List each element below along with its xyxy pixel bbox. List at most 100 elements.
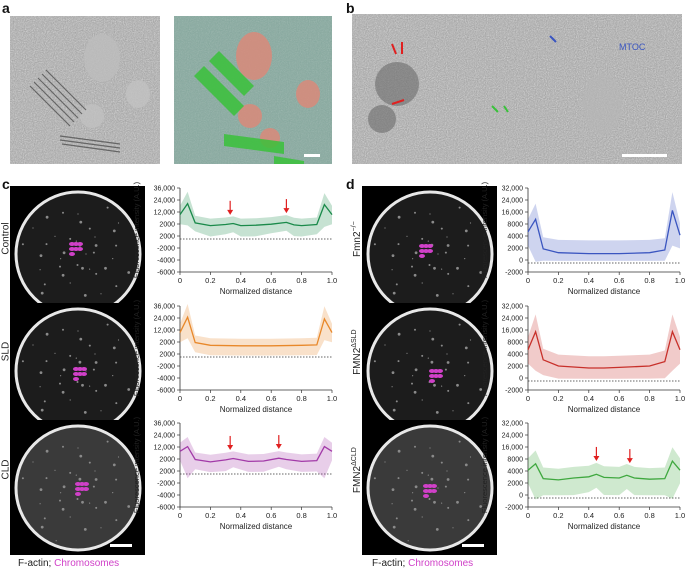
y-tick-label: 12,000 bbox=[154, 328, 176, 335]
x-tick-label: 0 bbox=[526, 511, 530, 520]
y-tick-label: 36,000 bbox=[154, 304, 176, 311]
series-line bbox=[179, 202, 333, 227]
speckle bbox=[59, 382, 61, 385]
speckle bbox=[433, 500, 436, 504]
y-tick-label: 24,000 bbox=[154, 198, 176, 205]
speckle bbox=[85, 253, 87, 255]
y-tick-label: 2000 bbox=[159, 352, 175, 359]
speckle bbox=[412, 258, 414, 260]
speckle bbox=[444, 368, 447, 371]
speckle bbox=[441, 268, 443, 270]
speckle bbox=[441, 385, 443, 387]
row-label-control: Control bbox=[0, 222, 12, 255]
series-error-band bbox=[180, 437, 332, 479]
speckle bbox=[464, 375, 466, 377]
speckle bbox=[414, 328, 416, 331]
speckle bbox=[39, 371, 43, 374]
speckle bbox=[94, 478, 98, 481]
speckle bbox=[61, 507, 65, 511]
speckle bbox=[21, 243, 24, 246]
speckle bbox=[413, 390, 417, 394]
speckle bbox=[32, 461, 34, 463]
y-tick-label: -4000 bbox=[157, 376, 175, 383]
speckle bbox=[384, 227, 386, 229]
x-tick-label: 0.2 bbox=[553, 394, 563, 403]
speckle bbox=[397, 360, 400, 363]
y-axis-label: Fluorescence intensity (A.U.) bbox=[132, 181, 141, 278]
x-tick-label: 1.0 bbox=[327, 511, 337, 520]
speckle bbox=[435, 528, 439, 531]
speckle bbox=[92, 251, 95, 254]
speckle bbox=[127, 388, 131, 391]
speckle bbox=[75, 240, 77, 242]
speckle bbox=[467, 478, 470, 481]
speckle bbox=[391, 488, 395, 491]
speckle bbox=[427, 474, 429, 476]
speckle bbox=[406, 235, 408, 237]
speckle bbox=[391, 386, 393, 388]
speckle bbox=[479, 271, 483, 274]
speckle bbox=[76, 498, 79, 500]
speckle bbox=[40, 291, 44, 295]
speckle bbox=[61, 390, 65, 394]
chromosome bbox=[69, 252, 75, 256]
speckle bbox=[456, 500, 459, 504]
x-tick-label: 0.6 bbox=[266, 276, 276, 285]
speckle bbox=[407, 540, 409, 542]
speckle bbox=[406, 352, 408, 354]
speckle bbox=[412, 375, 414, 377]
speckle bbox=[39, 254, 43, 257]
speckle bbox=[431, 220, 435, 224]
speckle bbox=[464, 492, 466, 494]
x-tick-label: 0.8 bbox=[296, 511, 306, 520]
peak-arrow bbox=[626, 449, 633, 464]
intensity-chart: 36,000 24,000 12,000 2000 2000 -2000 -4000 -600… bbox=[132, 181, 337, 296]
peak-arrow bbox=[593, 446, 600, 461]
speckle bbox=[45, 449, 49, 453]
mtoc-label: MTOC bbox=[619, 42, 646, 52]
chromosome bbox=[427, 249, 433, 253]
y-axis-label: Fluorescence intensity (A.U.) bbox=[480, 181, 489, 278]
chromosome bbox=[81, 367, 87, 371]
speckle bbox=[104, 383, 107, 387]
speckle bbox=[115, 244, 118, 247]
x-tick-label: 1.0 bbox=[675, 511, 685, 520]
x-tick-label: 0 bbox=[178, 276, 182, 285]
speckle bbox=[43, 400, 46, 403]
speckle bbox=[79, 454, 83, 458]
x-axis-label: Normalized distance bbox=[568, 405, 641, 414]
speckle bbox=[428, 264, 431, 266]
speckle bbox=[79, 220, 83, 224]
x-tick-label: 1.0 bbox=[327, 394, 337, 403]
speckle bbox=[412, 492, 414, 494]
speckle bbox=[397, 332, 401, 336]
speckle bbox=[464, 463, 468, 467]
y-axis-label: Fluorescence intensity (A.U.) bbox=[132, 416, 141, 513]
speckle bbox=[391, 503, 393, 505]
speckle bbox=[464, 229, 468, 233]
speckle bbox=[54, 469, 56, 471]
chromosome bbox=[427, 244, 433, 248]
speckle bbox=[54, 235, 56, 237]
speckle bbox=[384, 461, 386, 463]
peak-arrow bbox=[227, 200, 234, 215]
speckle bbox=[75, 357, 77, 359]
y-tick-label: 2000 bbox=[507, 246, 523, 253]
speckle bbox=[115, 478, 118, 481]
y-tick-label: -2000 bbox=[505, 388, 523, 395]
speckle bbox=[446, 470, 448, 472]
speckle bbox=[440, 227, 443, 230]
speckle bbox=[117, 456, 120, 458]
chromosome bbox=[77, 242, 83, 246]
speckle bbox=[39, 269, 41, 271]
speckle bbox=[429, 330, 431, 332]
y-tick-label: 2000 bbox=[159, 469, 175, 476]
x-axis-label: Normalized distance bbox=[568, 287, 641, 296]
intensity-chart: 36,000 24,000 12,000 2000 2000 -2000 -4000 -600… bbox=[132, 416, 337, 531]
speckle bbox=[89, 268, 91, 270]
speckle bbox=[435, 294, 439, 297]
oocyte-image bbox=[14, 190, 142, 318]
speckle bbox=[32, 344, 34, 346]
speckle bbox=[62, 211, 64, 214]
x-tick-label: 0.4 bbox=[236, 394, 246, 403]
